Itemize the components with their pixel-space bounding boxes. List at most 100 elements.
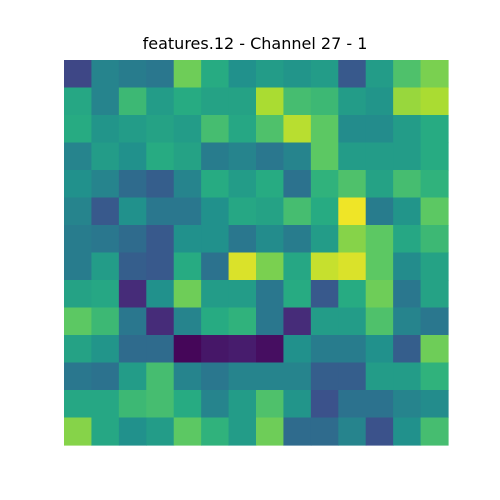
heatmap-cell — [256, 197, 285, 226]
heatmap-cell — [173, 142, 202, 171]
heatmap-cell — [64, 280, 93, 309]
heatmap-cell — [228, 280, 257, 309]
heatmap-cell — [228, 115, 257, 144]
heatmap-cell — [256, 390, 285, 419]
heatmap-cell — [118, 307, 147, 336]
heatmap-cell — [256, 335, 285, 364]
heatmap-cell — [228, 60, 257, 89]
heatmap-cell — [283, 225, 312, 254]
heatmap-cell — [64, 87, 93, 116]
heatmap-cell — [365, 390, 394, 419]
heatmap-cell — [393, 225, 422, 254]
heatmap-cell — [64, 197, 93, 226]
heatmap-cell — [173, 60, 202, 89]
heatmap-cell — [420, 280, 449, 309]
heatmap-cell — [365, 170, 394, 199]
heatmap-cell — [338, 60, 367, 89]
heatmap-cell — [420, 252, 449, 281]
heatmap-cell — [420, 307, 449, 336]
heatmap-cell — [228, 417, 257, 446]
heatmap-cell — [420, 170, 449, 199]
heatmap-cell — [201, 390, 230, 419]
heatmap-cell — [228, 142, 257, 171]
heatmap-cell — [283, 115, 312, 144]
heatmap-cell — [146, 142, 175, 171]
heatmap-cell — [118, 142, 147, 171]
heatmap-cell — [173, 197, 202, 226]
heatmap-cell — [420, 87, 449, 116]
heatmap-cell — [256, 280, 285, 309]
heatmap-cell — [420, 197, 449, 226]
heatmap-cell — [365, 252, 394, 281]
heatmap-cell — [283, 335, 312, 364]
heatmap-cell — [283, 60, 312, 89]
heatmap-cell — [118, 252, 147, 281]
heatmap-cell — [256, 60, 285, 89]
heatmap-cell — [365, 115, 394, 144]
heatmap-cell — [201, 142, 230, 171]
heatmap-cell — [118, 60, 147, 89]
heatmap-cell — [201, 335, 230, 364]
heatmap-cell — [338, 170, 367, 199]
heatmap-cell — [91, 335, 120, 364]
heatmap-cell — [338, 417, 367, 446]
heatmap-cell — [118, 335, 147, 364]
heatmap-cell — [365, 417, 394, 446]
heatmap-cell — [256, 115, 285, 144]
heatmap-cell — [173, 362, 202, 391]
heatmap-cell — [173, 280, 202, 309]
heatmap-cell — [365, 197, 394, 226]
heatmap-cell — [393, 60, 422, 89]
heatmap-cell — [338, 390, 367, 419]
heatmap-cell — [201, 362, 230, 391]
heatmap-cell — [338, 335, 367, 364]
heatmap-cell — [420, 390, 449, 419]
heatmap-cell — [64, 417, 93, 446]
heatmap-cell — [201, 225, 230, 254]
heatmap-cell — [118, 87, 147, 116]
heatmap-cell — [256, 307, 285, 336]
heatmap-cell — [338, 252, 367, 281]
heatmap-cell — [365, 60, 394, 89]
heatmap-cell — [393, 252, 422, 281]
heatmap-cell — [393, 115, 422, 144]
heatmap-cell — [338, 362, 367, 391]
heatmap-cell — [118, 390, 147, 419]
heatmap-cell — [201, 60, 230, 89]
heatmap-cell — [420, 142, 449, 171]
heatmap-cell — [256, 252, 285, 281]
heatmap-cell — [201, 115, 230, 144]
heatmap-cell — [118, 115, 147, 144]
heatmap-cell — [228, 225, 257, 254]
heatmap-cell — [365, 335, 394, 364]
heatmap-cell — [201, 170, 230, 199]
heatmap-cell — [420, 362, 449, 391]
heatmap-cell — [365, 362, 394, 391]
heatmap-cell — [201, 252, 230, 281]
heatmap-cell — [420, 60, 449, 89]
heatmap-cell — [91, 197, 120, 226]
heatmap-cell — [91, 225, 120, 254]
heatmap-cell — [91, 280, 120, 309]
heatmap-cell — [420, 335, 449, 364]
heatmap-cell — [228, 390, 257, 419]
heatmap-cell — [201, 307, 230, 336]
chart-title: features.12 - Channel 27 - 1 — [142, 34, 368, 53]
heatmap-cell — [64, 390, 93, 419]
heatmap-cell — [173, 335, 202, 364]
heatmap-cell — [338, 87, 367, 116]
heatmap-cell — [365, 142, 394, 171]
heatmap-cell — [91, 390, 120, 419]
heatmap-cell — [91, 170, 120, 199]
heatmap-cell — [256, 417, 285, 446]
heatmap-cell — [256, 87, 285, 116]
heatmap-cell — [201, 417, 230, 446]
heatmap-cell — [91, 115, 120, 144]
heatmap-cell — [173, 115, 202, 144]
heatmap-cell — [338, 115, 367, 144]
heatmap-cell — [64, 115, 93, 144]
heatmap-cell — [283, 87, 312, 116]
heatmap-cell — [338, 142, 367, 171]
heatmap-cell — [283, 362, 312, 391]
heatmap-cell — [283, 390, 312, 419]
